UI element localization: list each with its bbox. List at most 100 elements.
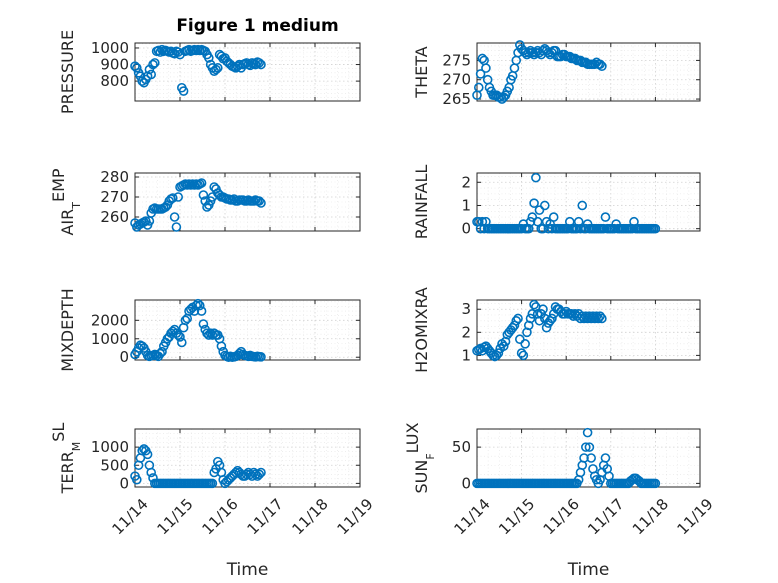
x-tick-label: 11/18 [288, 495, 331, 538]
data-point [213, 63, 223, 73]
data-point [581, 311, 591, 321]
x-tick-label: 11/16 [540, 495, 583, 538]
data-point [495, 92, 505, 102]
data-point [581, 223, 591, 234]
x-tick-label: 11/15 [153, 495, 196, 538]
data-point [588, 311, 598, 321]
data-point [593, 313, 604, 324]
series-points [472, 427, 661, 489]
data-point [513, 313, 523, 324]
y-tick-label: 2 [461, 173, 471, 191]
data-point [254, 196, 265, 206]
series-points [130, 44, 266, 96]
data-point [493, 348, 504, 358]
chart-title: Figure 1 medium [176, 16, 338, 36]
data-point [650, 223, 661, 234]
y-axis-label: PRESSURE [58, 30, 77, 114]
data-point [198, 190, 209, 200]
y-tick-label: 270 [100, 188, 129, 206]
y-tick-label: 1000 [91, 438, 129, 456]
data-point [169, 212, 180, 222]
y-tick-label: 270 [442, 71, 471, 89]
data-point [256, 352, 266, 362]
series-points [130, 178, 266, 232]
data-point [132, 474, 142, 485]
axes-frame [134, 428, 361, 488]
data-point [155, 348, 165, 359]
data-point [595, 59, 605, 70]
x-tick-label: 11/14 [108, 495, 151, 538]
x-tick-label: 11/19 [333, 495, 376, 538]
y-tick-label: 3 [461, 300, 471, 318]
x-axis-label: Time [567, 560, 610, 580]
series-points [472, 40, 607, 104]
data-point [609, 223, 620, 234]
data-point [509, 63, 520, 73]
data-point [516, 348, 527, 358]
axes-4: 0 1 2 RAINFALL [412, 165, 701, 240]
y-axis-label: H2OMIXRA [412, 287, 431, 373]
data-point [597, 313, 607, 324]
data-point [584, 311, 595, 321]
y-tick-label: 275 [442, 51, 471, 69]
data-point [173, 330, 183, 340]
y-tick-label: 280 [100, 168, 129, 186]
data-point [520, 47, 530, 58]
data-point [581, 442, 591, 452]
data-point [575, 223, 586, 234]
data-point [256, 467, 266, 478]
data-point [250, 469, 261, 480]
data-point [207, 330, 218, 340]
data-point [171, 222, 182, 232]
data-point [538, 304, 548, 315]
data-point [204, 330, 214, 340]
data-point [196, 306, 207, 316]
y-axis-label: RAINFALL [412, 165, 431, 240]
data-point [511, 315, 522, 326]
data-point [180, 315, 191, 326]
data-point [146, 69, 156, 80]
x-tick-label: 11/18 [629, 495, 672, 538]
x-tick-label: 11/15 [495, 495, 538, 538]
data-point [598, 223, 609, 234]
data-point [231, 467, 241, 478]
y-axis-label: MIXDEPTH [58, 288, 77, 371]
data-point [196, 178, 207, 188]
data-point [520, 339, 530, 349]
data-point [597, 61, 607, 71]
x-axis-label: Time [226, 560, 269, 580]
axes-8: 11/14 11/15 11/16 11/17 11/18 11/19 0 50 SUNFLUX… [403, 422, 717, 580]
data-point [579, 453, 589, 463]
data-point [150, 58, 160, 68]
data-point [539, 200, 550, 211]
y-tick-label: 0 [119, 348, 129, 366]
data-point [582, 313, 593, 324]
data-point [498, 341, 509, 351]
data-point [586, 313, 596, 324]
x-tick-label: 11/17 [584, 495, 627, 538]
data-point [589, 313, 600, 324]
y-tick-label: 1 [461, 196, 471, 214]
data-point [146, 467, 156, 478]
data-point [531, 172, 541, 183]
y-axis-label: AIRTEMP [49, 168, 83, 235]
series-points [472, 299, 607, 362]
data-point [547, 223, 557, 234]
x-tick-label: 11/17 [243, 495, 286, 538]
y-tick-label: 2000 [91, 311, 129, 329]
y-axis-label: SUNFLUX [403, 422, 437, 493]
data-point [477, 53, 488, 64]
data-point [527, 212, 538, 222]
data-point [586, 453, 596, 463]
data-point [177, 337, 187, 348]
series-points [130, 298, 266, 363]
data-point [254, 58, 265, 68]
y-axis-label: THETA [412, 46, 431, 98]
data-point [525, 313, 536, 324]
y-tick-label: 500 [100, 456, 129, 474]
data-point [600, 453, 611, 463]
y-tick-label: 1000 [91, 39, 129, 57]
series-points [130, 444, 266, 489]
